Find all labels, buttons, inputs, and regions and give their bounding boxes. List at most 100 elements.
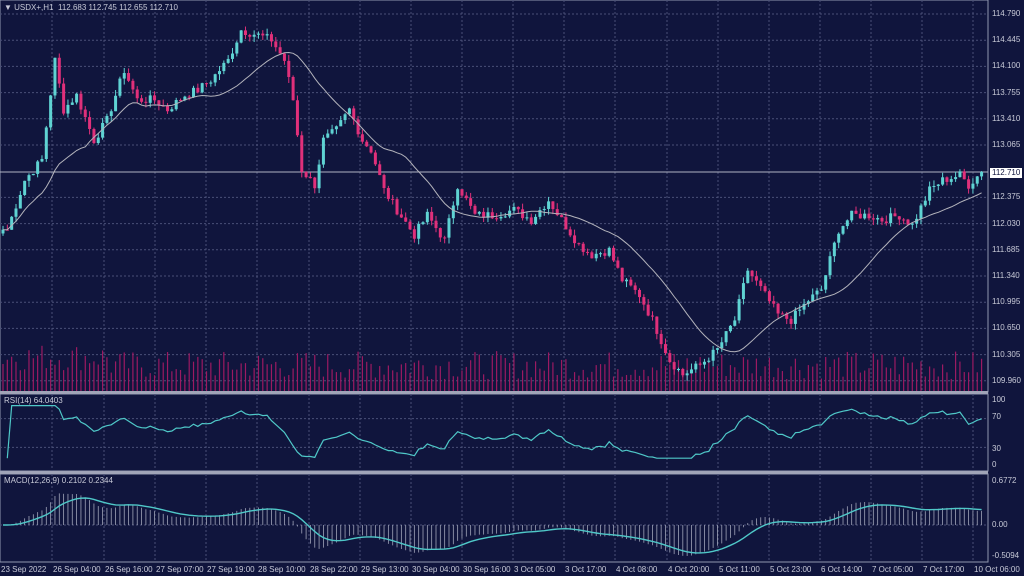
candle-body [551, 201, 555, 210]
candle-body [183, 96, 187, 101]
candle-body [352, 108, 356, 120]
candle-body [382, 175, 386, 189]
candle-body [14, 208, 18, 217]
candle-body [317, 164, 321, 189]
candle-body [560, 215, 564, 218]
candle-body [196, 87, 200, 93]
candle-body [473, 205, 477, 214]
candle-body [391, 198, 395, 200]
candle-body [395, 199, 399, 215]
candle-body [798, 309, 802, 311]
candle-body [265, 34, 269, 36]
candle-body [31, 173, 35, 176]
candle-body [174, 99, 178, 110]
candle-body [469, 198, 473, 206]
x-tick-label: 5 Oct 11:00 [719, 565, 760, 574]
candle-body [456, 189, 460, 206]
candle-body [646, 304, 650, 316]
symbol-label: USDX+,H1 [14, 3, 54, 12]
candle-body [534, 216, 538, 224]
macd-tick-label: -0.5094 [992, 551, 1020, 560]
price-tick-label: 113.410 [992, 113, 1021, 123]
triangle-down-icon[interactable]: ▼ [4, 3, 12, 12]
candle-body [655, 316, 659, 334]
candle-body [867, 213, 871, 219]
candle-body [941, 177, 945, 185]
candle-body [430, 211, 434, 221]
candle-body [291, 76, 295, 101]
price-tick-label: 110.305 [992, 349, 1021, 359]
candle-body [932, 185, 936, 187]
candle-body [44, 127, 48, 159]
candle-body [897, 216, 901, 220]
candle-body [850, 210, 854, 221]
candle-body [811, 294, 815, 302]
candle-body [642, 297, 646, 305]
candle-body [663, 344, 667, 354]
candle-body [819, 289, 823, 291]
candle-body [893, 213, 897, 217]
candle-body [148, 95, 152, 103]
candle-body [96, 137, 100, 144]
candle-body [57, 57, 61, 84]
candle-body [568, 229, 572, 236]
candle-body [503, 216, 507, 218]
price-tick-label: 112.030 [992, 218, 1021, 228]
candle-body [763, 286, 767, 292]
candle-body [828, 256, 832, 276]
candle-body [482, 211, 486, 218]
candle-body [694, 363, 698, 370]
candle-body [378, 164, 382, 176]
candle-body [144, 101, 148, 103]
candle-body [633, 285, 637, 290]
candle-body [62, 83, 66, 114]
rsi-tick-label: 70 [992, 412, 1001, 421]
candle-body [49, 95, 53, 128]
candle-body [192, 87, 196, 98]
x-tick-label: 27 Sep 19:00 [207, 565, 255, 574]
x-tick-label: 26 Sep 16:00 [105, 565, 153, 574]
candle-body [910, 223, 914, 225]
price-tick-label: 114.790 [992, 9, 1021, 18]
x-tick-label: 10 Oct 06:00 [974, 565, 1020, 574]
candle-body [508, 210, 512, 217]
candle-body [243, 30, 247, 36]
candle-body [101, 122, 105, 138]
candle-body [711, 349, 715, 361]
candle-body [858, 213, 862, 219]
candle-body [122, 73, 126, 79]
candle-body [702, 361, 706, 365]
candle-body [919, 205, 923, 219]
price-tick-label: 113.755 [992, 87, 1021, 97]
candle-body [776, 303, 780, 314]
candle-body [793, 310, 797, 324]
candle-body [767, 291, 771, 302]
candle-body [153, 95, 157, 101]
candle-body [841, 226, 845, 234]
candle-body [672, 362, 676, 370]
candle-body [629, 279, 633, 286]
ohlc-readout: 112.683 112.745 112.655 112.710 [57, 3, 178, 12]
candle-body [200, 83, 204, 93]
candle-body [105, 116, 109, 123]
candle-body [577, 243, 581, 245]
candle-body [83, 109, 87, 118]
candle-body [412, 229, 416, 239]
macd-tick-label: 0.6772 [992, 476, 1017, 485]
candle-body [902, 219, 906, 221]
candle-body [876, 218, 880, 220]
price-tick-label: 109.960 [992, 375, 1021, 385]
candle-body [256, 33, 260, 35]
candle-body [330, 129, 334, 134]
candle-body [863, 213, 867, 219]
candle-body [845, 220, 849, 227]
price-tick-label: 111.340 [992, 271, 1020, 280]
candle-body [772, 301, 776, 304]
price-tick-label: 111.685 [992, 244, 1020, 254]
price-tick-label: 110.650 [992, 323, 1021, 333]
candle-body [980, 171, 984, 177]
candle-body [806, 301, 810, 304]
candle-body [451, 205, 455, 219]
candle-body [313, 177, 317, 189]
